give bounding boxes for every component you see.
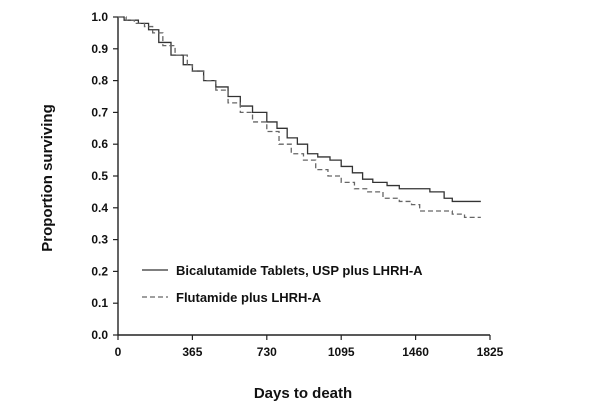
x-axis-title: Days to death — [254, 385, 352, 402]
x-axis-ticks: 0 365 730 1095 1460 1825 — [115, 335, 504, 359]
y-tick-label: 0.4 — [91, 201, 108, 215]
series-lines — [118, 16, 481, 218]
legend-item-flutamide: Flutamide plus LHRH-A — [142, 290, 322, 305]
legend-label-flutamide: Flutamide plus LHRH-A — [176, 290, 322, 305]
x-tick-label: 365 — [182, 345, 202, 359]
y-tick-label: 0.3 — [91, 233, 108, 247]
y-tick-label: 0.9 — [91, 42, 108, 56]
y-tick-label: 0.0 — [91, 328, 108, 342]
y-axis-ticks: 0.0 0.1 0.2 0.3 0.4 0.5 0.6 0.7 0.8 0.9 1.0 — [91, 10, 118, 342]
x-tick-label: 1825 — [477, 345, 504, 359]
series-line-bicalutamide — [118, 16, 481, 203]
y-tick-label: 0.7 — [91, 105, 108, 119]
y-tick-label: 1.0 — [91, 10, 108, 24]
legend-item-bicalutamide: Bicalutamide Tablets, USP plus LHRH-A — [142, 263, 423, 278]
y-tick-label: 0.8 — [91, 74, 108, 88]
x-tick-label: 1095 — [328, 345, 355, 359]
y-tick-label: 0.2 — [91, 264, 108, 278]
x-tick-label: 730 — [257, 345, 277, 359]
y-tick-label: 0.1 — [91, 296, 108, 310]
y-axis-title: Proportion surviving — [39, 104, 56, 252]
y-tick-label: 0.5 — [91, 169, 108, 183]
x-tick-label: 1460 — [402, 345, 429, 359]
x-tick-label: 0 — [115, 345, 122, 359]
series-line-flutamide — [118, 16, 481, 218]
legend-label-bicalutamide: Bicalutamide Tablets, USP plus LHRH-A — [176, 263, 423, 278]
y-tick-label: 0.6 — [91, 137, 108, 151]
plot-area: 0 365 730 1095 1460 1825 0.00.10.20.30.40.50.… — [91, 10, 503, 359]
legend: Bicalutamide Tablets, USP plus LHRH-A Fl… — [142, 263, 423, 305]
